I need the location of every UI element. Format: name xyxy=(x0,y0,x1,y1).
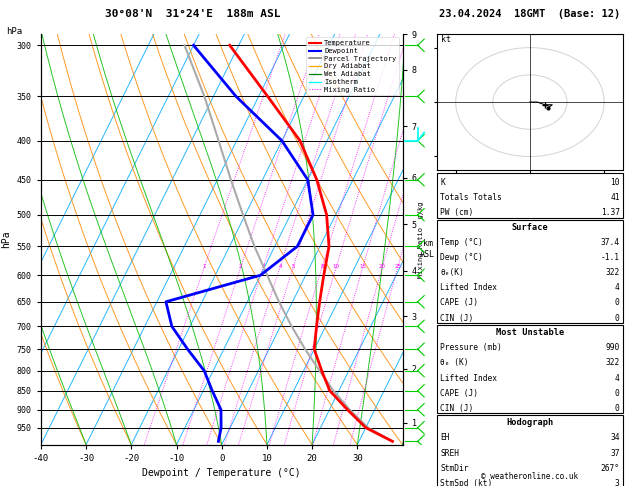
Text: EH: EH xyxy=(440,434,450,442)
Text: Most Unstable: Most Unstable xyxy=(496,328,564,337)
Text: Temp (°C): Temp (°C) xyxy=(440,238,483,247)
Text: 34: 34 xyxy=(610,434,620,442)
Text: CAPE (J): CAPE (J) xyxy=(440,298,478,308)
Text: hPa: hPa xyxy=(6,27,23,36)
Text: 8: 8 xyxy=(320,264,324,269)
Text: Dewp (°C): Dewp (°C) xyxy=(440,253,483,262)
Text: 41: 41 xyxy=(610,193,620,202)
Text: 3: 3 xyxy=(615,479,620,486)
Text: PW (cm): PW (cm) xyxy=(440,208,474,217)
Text: SREH: SREH xyxy=(440,449,459,457)
Text: kt: kt xyxy=(441,35,451,44)
Text: 25: 25 xyxy=(394,264,401,269)
Text: 0: 0 xyxy=(615,298,620,308)
Text: 267°: 267° xyxy=(601,464,620,472)
Text: Totals Totals: Totals Totals xyxy=(440,193,502,202)
Text: CIN (J): CIN (J) xyxy=(440,313,474,323)
Text: 4: 4 xyxy=(615,283,620,293)
Legend: Temperature, Dewpoint, Parcel Trajectory, Dry Adiabat, Wet Adiabat, Isotherm, Mi: Temperature, Dewpoint, Parcel Trajectory… xyxy=(306,37,399,95)
Text: 0: 0 xyxy=(615,313,620,323)
Text: 0: 0 xyxy=(615,389,620,398)
Text: Lifted Index: Lifted Index xyxy=(440,374,498,382)
Text: Pressure (mb): Pressure (mb) xyxy=(440,344,502,352)
Text: 0: 0 xyxy=(615,404,620,413)
Text: 1: 1 xyxy=(203,264,206,269)
Text: 1.37: 1.37 xyxy=(601,208,620,217)
Text: 30°08'N  31°24'E  188m ASL: 30°08'N 31°24'E 188m ASL xyxy=(105,9,281,19)
Text: 322: 322 xyxy=(605,268,620,278)
Text: 3: 3 xyxy=(262,264,265,269)
Text: 2: 2 xyxy=(239,264,243,269)
Text: 5: 5 xyxy=(291,264,295,269)
Y-axis label: km
ASL: km ASL xyxy=(420,240,435,259)
X-axis label: Dewpoint / Temperature (°C): Dewpoint / Temperature (°C) xyxy=(142,469,301,478)
Text: 37.4: 37.4 xyxy=(601,238,620,247)
Text: Hodograph: Hodograph xyxy=(506,418,554,427)
Text: StmDir: StmDir xyxy=(440,464,469,472)
Text: CIN (J): CIN (J) xyxy=(440,404,474,413)
Text: © weatheronline.co.uk: © weatheronline.co.uk xyxy=(481,472,579,481)
Text: 322: 322 xyxy=(605,359,620,367)
Text: 4: 4 xyxy=(615,374,620,382)
Text: 20: 20 xyxy=(379,264,386,269)
Text: 37: 37 xyxy=(610,449,620,457)
Text: 10: 10 xyxy=(333,264,340,269)
Text: CAPE (J): CAPE (J) xyxy=(440,389,478,398)
Y-axis label: hPa: hPa xyxy=(1,230,11,248)
Text: Lifted Index: Lifted Index xyxy=(440,283,498,293)
Text: Mixing Ratio  g/kg: Mixing Ratio g/kg xyxy=(418,201,425,278)
Text: Surface: Surface xyxy=(511,223,548,232)
Text: 23.04.2024  18GMT  (Base: 12): 23.04.2024 18GMT (Base: 12) xyxy=(439,9,621,19)
Text: 15: 15 xyxy=(359,264,367,269)
Text: θₑ(K): θₑ(K) xyxy=(440,268,464,278)
Text: -1.1: -1.1 xyxy=(601,253,620,262)
Text: StmSpd (kt): StmSpd (kt) xyxy=(440,479,493,486)
Text: 4: 4 xyxy=(278,264,282,269)
Text: 10: 10 xyxy=(610,178,620,187)
Text: K: K xyxy=(440,178,445,187)
Text: θₑ (K): θₑ (K) xyxy=(440,359,469,367)
Text: 990: 990 xyxy=(605,344,620,352)
